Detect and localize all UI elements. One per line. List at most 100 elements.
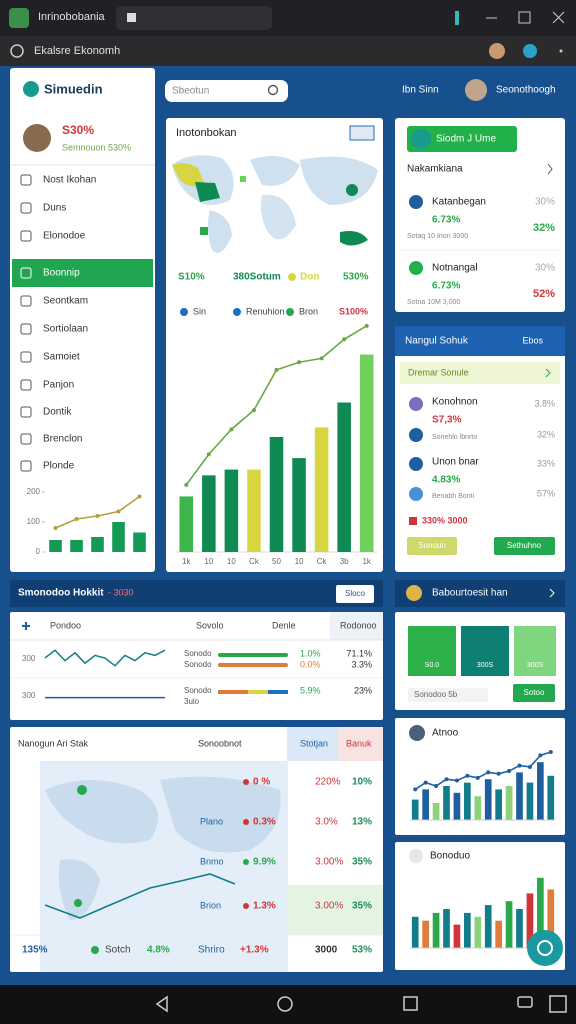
bar [474,916,482,948]
bar [91,537,104,552]
home-button[interactable] [277,996,293,1012]
window-title: Inrinobobania [38,11,106,23]
close[interactable] [552,11,565,24]
button-label[interactable]: Sloco [345,589,366,598]
menu-dot[interactable] [559,49,563,53]
chevron[interactable] [545,368,551,378]
status-card [395,118,565,312]
avatar[interactable] [489,43,505,59]
nav-item[interactable]: Seontkam [43,296,88,307]
bar [70,540,83,552]
nav-icon[interactable] [20,267,32,279]
button-label[interactable]: Sethuhno [507,541,542,550]
band-button[interactable] [336,585,374,603]
nav-item[interactable]: Boonnip [43,268,80,279]
column-header: Sonoobnot [198,738,242,748]
row-value: 0.3% [253,817,276,828]
card-toggle[interactable] [349,125,375,141]
card-link[interactable]: Ebos [522,335,543,345]
extension-icon[interactable] [523,44,537,58]
y-tick-label: 200 [27,487,41,496]
world-map [172,155,378,253]
nav-item[interactable]: Plonde [43,461,75,472]
chat-button[interactable] [527,930,563,966]
bar [133,532,146,552]
bar [537,762,544,820]
row-name: Brion [200,900,221,910]
search-icon[interactable] [267,84,279,96]
chat-icon[interactable] [537,940,553,956]
footer-value: 330% 3000 [422,515,468,525]
keyboard-button[interactable] [517,996,533,1008]
nav-icon[interactable] [20,174,32,186]
recent-button[interactable] [403,996,418,1011]
table-card [10,612,383,720]
item-name: Unon bnar [432,457,479,468]
nav-item[interactable]: Nost Ikohan [43,175,96,186]
item-icon [409,261,423,275]
card-title: Inotonbokan [176,127,237,139]
item-right: 52% [533,288,555,300]
item-value: 4.83% [432,475,460,486]
line-point [342,337,347,342]
nav-icon[interactable] [20,460,32,472]
button[interactable] [407,537,457,555]
tab[interactable] [116,6,272,30]
nav-active[interactable] [12,259,153,287]
bar [495,920,502,948]
nav-item[interactable]: Brenclon [43,434,82,445]
nav-item[interactable]: Samoiet [43,352,80,363]
nav-icon[interactable] [20,406,32,418]
nav-icon[interactable] [20,351,32,363]
legend-label: Bron [299,306,318,316]
column-header: Banuk [346,738,372,748]
sidebar-title: Simuedin [44,81,103,96]
banner[interactable] [400,362,560,384]
row-value: 3.00% [315,901,343,912]
item-right: 32% [537,429,555,439]
x-tick-label: Ck [317,557,328,566]
button-label[interactable]: Sunoun [418,541,446,550]
bar [484,779,492,820]
back-button[interactable] [155,995,168,1013]
sidebar [10,68,155,572]
nav-item[interactable]: Elonodoe [43,231,86,242]
banner-label[interactable]: Dremar Sonule [408,367,469,377]
pin-icon[interactable] [455,11,459,25]
nav-icon[interactable] [20,379,32,391]
line-point [251,408,256,413]
nav-icon[interactable] [20,295,32,307]
user-avatar[interactable] [465,79,487,101]
legend-dot [233,308,241,316]
chevron[interactable] [547,163,553,175]
x-tick-label: 10 [204,557,213,566]
status-button[interactable] [407,126,517,152]
bar [202,475,216,552]
search-box[interactable] [165,80,288,102]
button-label[interactable]: Siodm J Ume [436,134,496,145]
nav-icon[interactable] [20,202,32,214]
nav-icon[interactable] [20,433,32,445]
row-name: Bnmo [200,856,224,866]
item-name: Notnangal [432,263,478,274]
chevron[interactable] [549,588,555,598]
nav-item[interactable]: Duns [43,203,66,214]
input[interactable] [408,688,488,702]
legend-dot [180,308,188,316]
button[interactable] [513,684,555,702]
nav-icon[interactable] [20,230,32,242]
nav-item[interactable]: Dontik [43,407,72,418]
search-placeholder[interactable]: Sbeotun [172,86,209,97]
button-label[interactable]: Sotoo [524,688,545,697]
nav-item[interactable]: Panjon [43,380,74,391]
column-header: Stotjan [300,738,328,748]
nav-icon[interactable] [20,323,32,335]
nav-item[interactable]: Sortiolaan [43,324,88,335]
maximize[interactable] [518,11,531,24]
button[interactable] [494,537,555,555]
status-dot [243,779,249,785]
rotate-button[interactable] [549,995,567,1013]
input-text[interactable]: Sonodoo 5b [414,690,458,699]
progress [248,690,268,694]
